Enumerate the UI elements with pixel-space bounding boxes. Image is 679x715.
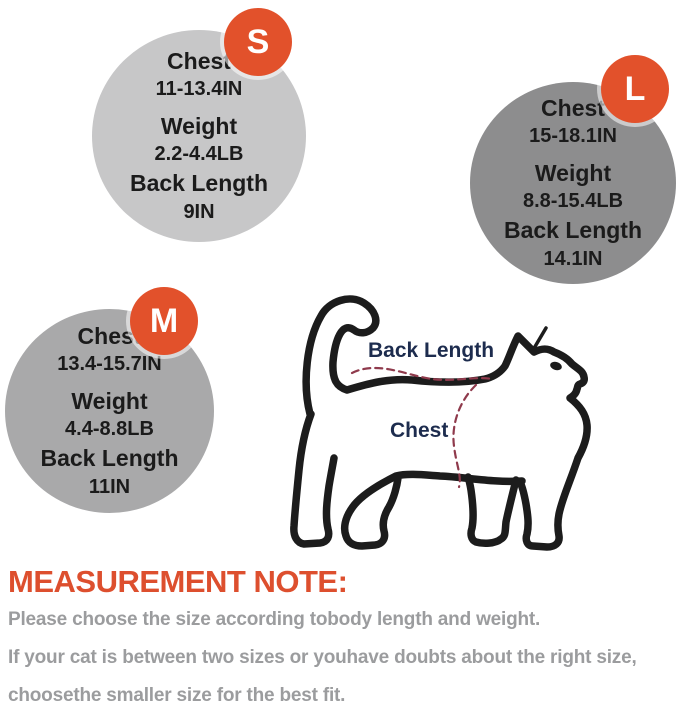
back-length-label: Back Length bbox=[503, 217, 643, 244]
cat-eye bbox=[550, 361, 562, 371]
measurement-note-body: Please choose the size according tobody … bbox=[8, 601, 637, 715]
weight-label: Weight bbox=[534, 159, 612, 186]
size-badge-s-letter: S bbox=[246, 22, 270, 61]
cat-belly-hind-leg bbox=[340, 470, 526, 550]
chest-dashed-line bbox=[452, 383, 478, 489]
size-circle-l: Chest 15-18.1IN Weight 8.8-15.4LB Back L… bbox=[470, 82, 676, 284]
chest-value: 11-13.4IN bbox=[155, 77, 243, 100]
diagram-back-length-label: Back Length bbox=[368, 339, 495, 362]
cat-inner-ear-line bbox=[531, 326, 548, 352]
size-badge-m: M bbox=[130, 287, 198, 355]
size-badge-s: S bbox=[224, 8, 292, 76]
size-badge-l: L bbox=[601, 55, 669, 123]
back-length-value: 14.1IN bbox=[543, 247, 603, 270]
size-badge-l-letter: L bbox=[624, 69, 646, 108]
back-length-dashed-line bbox=[350, 366, 494, 381]
weight-label: Weight bbox=[160, 112, 238, 139]
measurement-note-heading: MEASUREMENT NOTE: bbox=[8, 564, 348, 599]
back-length-value: 9IN bbox=[183, 200, 215, 223]
cat-measurement-diagram bbox=[290, 295, 591, 551]
weight-value: 2.2-4.4LB bbox=[154, 142, 244, 165]
back-length-value: 11IN bbox=[88, 475, 131, 498]
note-line: If your cat is between two sizes or youh… bbox=[8, 647, 637, 668]
weight-label: Weight bbox=[71, 387, 148, 414]
weight-value: 4.4-8.8LB bbox=[65, 417, 154, 440]
cat-outline bbox=[302, 295, 591, 551]
size-circle-m: Chest 13.4-15.7IN Weight 4.4-8.8LB Back … bbox=[5, 309, 214, 513]
chest-value: 15-18.1IN bbox=[529, 124, 617, 147]
chest-label: Chest bbox=[167, 47, 231, 74]
diagram-chest-label: Chest bbox=[390, 419, 449, 442]
back-length-label: Back Length bbox=[129, 170, 269, 197]
weight-value: 8.8-15.4LB bbox=[522, 189, 624, 212]
note-line: choosethe smaller size for the best fit. bbox=[8, 685, 346, 706]
back-length-label: Back Length bbox=[40, 445, 179, 472]
cat-hind-leg-far bbox=[290, 410, 338, 548]
chest-value: 13.4-15.7IN bbox=[57, 352, 162, 375]
chest-label: Chest bbox=[541, 94, 605, 121]
cat-front-leg-far bbox=[464, 473, 520, 547]
note-line: Please choose the size according tobody … bbox=[8, 609, 541, 630]
size-badge-m-letter: M bbox=[149, 301, 179, 340]
